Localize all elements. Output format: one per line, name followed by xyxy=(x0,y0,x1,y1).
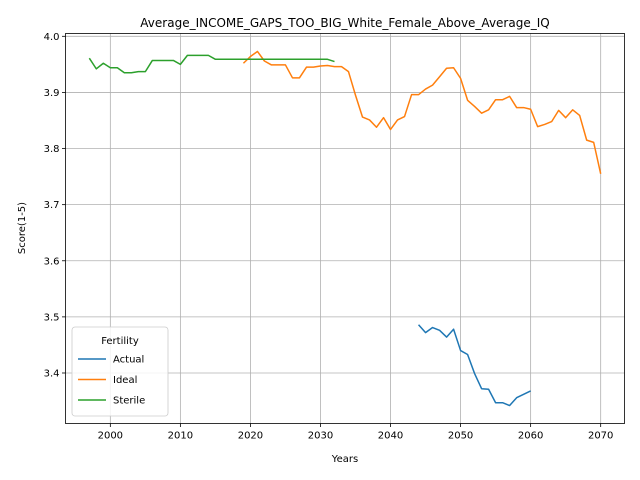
y-tick-label: 3.7 xyxy=(44,200,60,211)
series-lines xyxy=(88,50,602,407)
y-tick-label: 3.9 xyxy=(44,88,60,99)
y-axis-label: Score(1-5) xyxy=(17,202,28,254)
y-tick-label: 3.5 xyxy=(44,312,60,323)
x-tick-label: 2070 xyxy=(588,431,613,442)
y-tick-label: 3.4 xyxy=(44,368,60,379)
y-tick-label: 4.0 xyxy=(44,32,60,43)
plot-frame xyxy=(65,33,625,424)
series-line-actual xyxy=(417,324,531,407)
x-tick-label: 2040 xyxy=(378,431,403,442)
x-tick-label: 2050 xyxy=(448,431,473,442)
legend-title: Fertility xyxy=(101,336,139,347)
x-tick-label: 2060 xyxy=(518,431,543,442)
series-line-sterile xyxy=(88,54,335,74)
legend-entries: Actual Ideal Sterile xyxy=(78,355,145,407)
legend-label-actual: Actual xyxy=(113,355,144,366)
chart-title: Average_INCOME_GAPS_TOO_BIG_White_Female… xyxy=(140,16,549,30)
y-axis: 3.4 3.5 3.6 3.7 3.8 3.9 4.0 xyxy=(44,32,66,379)
y-tick-label: 3.8 xyxy=(44,144,60,155)
y-tick-label: 3.6 xyxy=(44,256,60,267)
x-tick-label: 2010 xyxy=(168,431,193,442)
x-tick-label: 2000 xyxy=(98,431,123,442)
legend-box xyxy=(71,326,169,417)
legend: Fertility Actual Ideal Sterile xyxy=(71,326,169,417)
series-line-ideal xyxy=(242,50,602,174)
legend-label-ideal: Ideal xyxy=(113,375,137,386)
x-axis: 2000 2010 2020 2030 2040 2050 2060 2070 xyxy=(98,423,613,442)
x-tick-label: 2030 xyxy=(308,431,333,442)
x-axis-label: Years xyxy=(331,454,358,465)
x-tick-label: 2020 xyxy=(238,431,263,442)
legend-label-sterile: Sterile xyxy=(113,396,145,407)
